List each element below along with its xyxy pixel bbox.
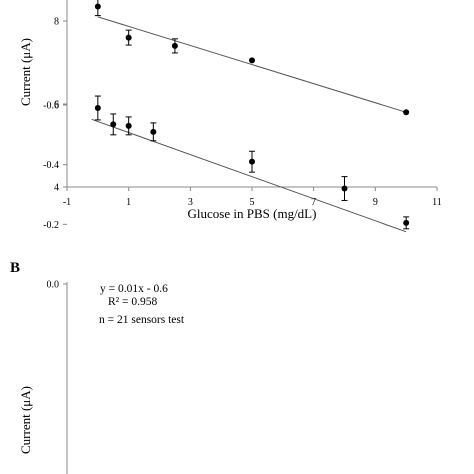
annotation-r-squared: R² = 0.958	[108, 296, 157, 308]
data-point	[249, 57, 255, 64]
data-point	[110, 121, 117, 128]
data-point	[341, 185, 348, 192]
data-point	[150, 128, 157, 135]
annotation-equation: y = 0.01x - 0.6	[100, 283, 168, 295]
y-tick-label: 0.0	[47, 280, 60, 291]
y-tick-label: -0.6	[43, 101, 59, 112]
y-tick-label: 4	[54, 183, 59, 194]
y-axis-label: Current (μA)	[18, 38, 33, 106]
y-tick-label: -0.2	[43, 220, 59, 231]
data-point	[403, 219, 410, 226]
chart-panel-a: Current (μA) Glucose in PBS (mg/dL) 4 6 8 -…	[18, 0, 442, 221]
data-point	[403, 109, 410, 116]
trendline	[97, 16, 407, 113]
y-axis-label: Current (μA)	[18, 386, 33, 454]
annotation-sensor-count: n = 21 sensors test	[99, 314, 185, 326]
panel-label: B	[10, 260, 20, 276]
x-tick-label: -1	[63, 197, 71, 208]
x-tick-label: 1	[126, 197, 131, 208]
trendline	[91, 118, 407, 233]
data-point	[171, 42, 178, 49]
x-tick-label: 11	[432, 197, 442, 208]
y-tick-label: 8	[54, 17, 59, 28]
data-point	[94, 3, 101, 10]
data-point	[125, 34, 132, 41]
x-axis-label: Glucose in PBS (mg/dL)	[188, 206, 317, 221]
data-point	[249, 158, 255, 165]
x-tick-label: 3	[188, 197, 193, 208]
data-point	[94, 104, 101, 111]
x-tick-label: 9	[373, 197, 378, 208]
data-point	[125, 122, 132, 129]
x-tick-label: 5	[250, 197, 255, 208]
chart-panel-b: B Current (μA) y = 0.01x - 0.6 R² = 0.95…	[10, 95, 410, 474]
x-tick-label: 7	[311, 197, 316, 208]
y-tick-label: 6	[54, 100, 59, 111]
y-tick-label: -0.4	[43, 160, 59, 171]
